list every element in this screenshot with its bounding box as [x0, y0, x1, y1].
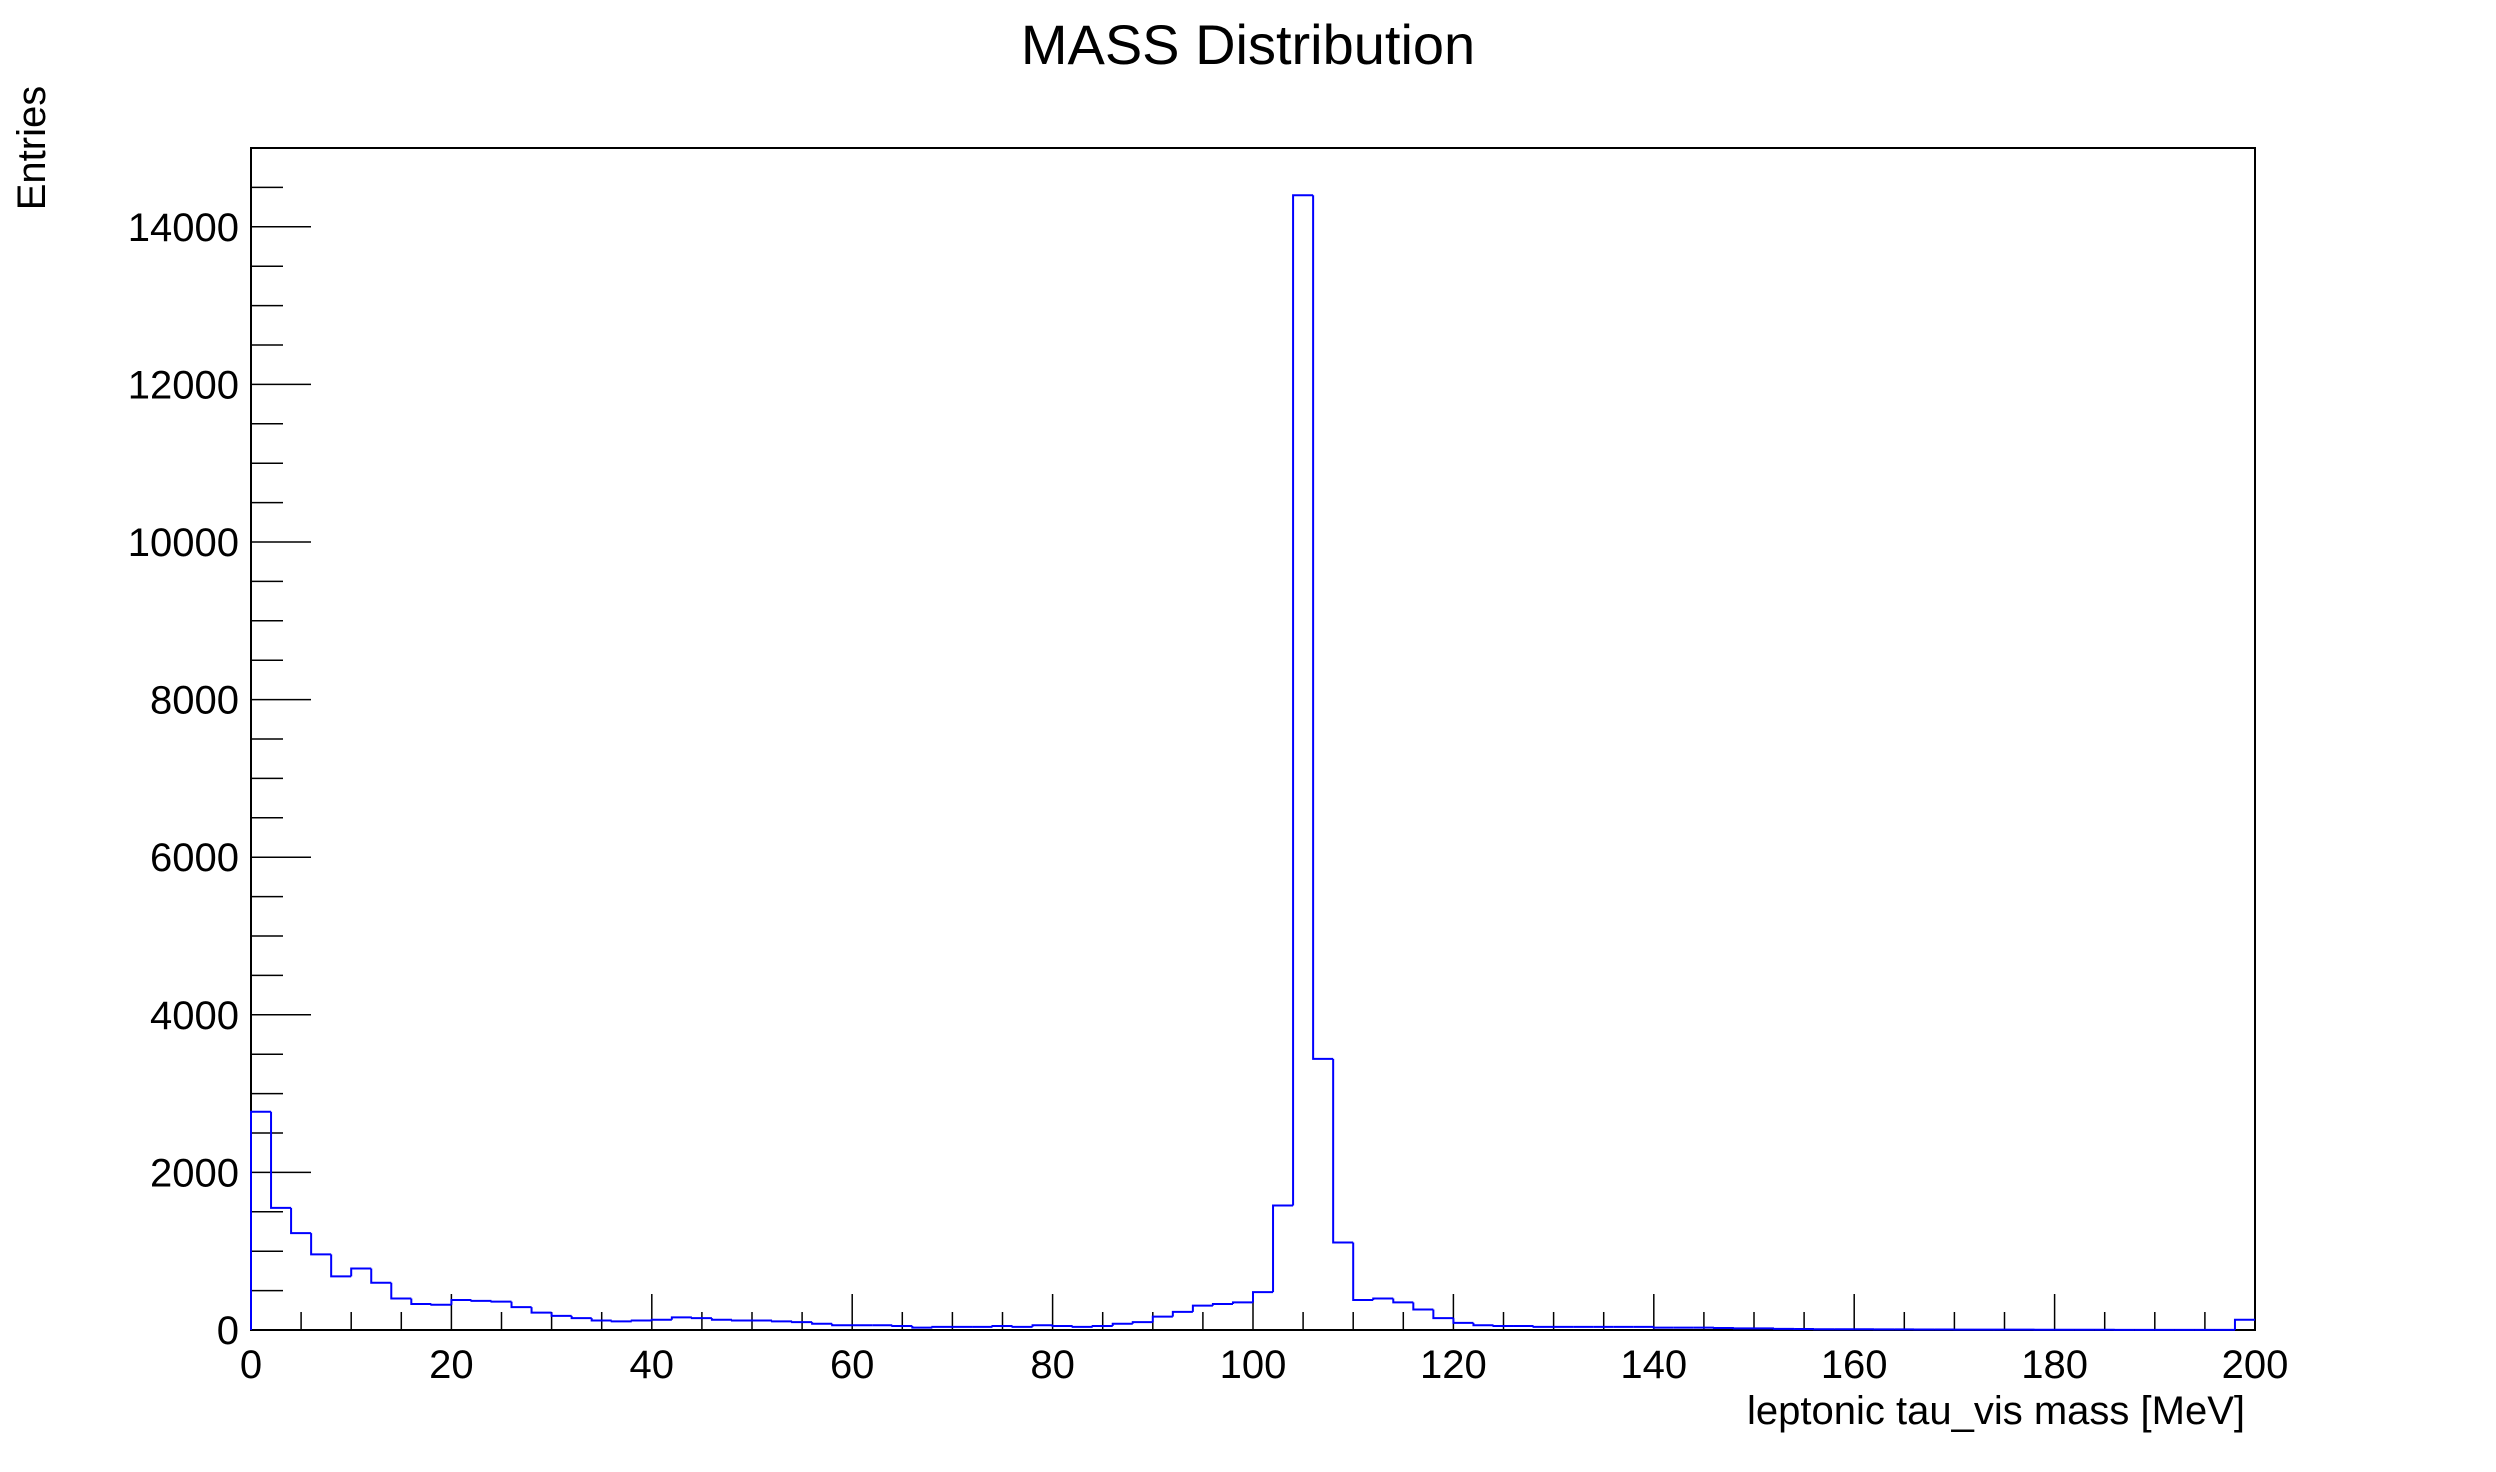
histogram-bin: [270, 1111, 292, 1209]
y-tick-label: 12000: [128, 363, 239, 407]
histogram-bin: [430, 1303, 452, 1306]
histogram-bins: [250, 194, 2255, 1331]
x-tick-label: 0: [240, 1343, 262, 1387]
histogram-bin: [670, 1316, 692, 1320]
x-tick-label: 160: [1821, 1343, 1888, 1387]
histogram-bin: [390, 1282, 412, 1300]
histogram-bin: [610, 1320, 632, 1323]
histogram-bin: [350, 1267, 372, 1277]
histogram-bin: [811, 1322, 833, 1325]
x-tick-label: 60: [830, 1343, 875, 1387]
histogram-bin: [630, 1319, 652, 1322]
histogram-bin: [1292, 194, 1314, 1206]
plot-frame: [250, 147, 2256, 1331]
x-tick-label: 100: [1220, 1343, 1287, 1387]
x-axis-tick-labels: 0 20 40 60 80 100 120 140 160 180 200: [240, 1343, 2289, 1387]
histogram-bin: [911, 1326, 933, 1329]
histogram-bin: [1352, 1242, 1374, 1302]
histogram-bin: [510, 1301, 532, 1309]
y-tick-label: 8000: [150, 679, 239, 723]
y-axis-label: Entries: [10, 86, 54, 211]
histogram-bin: [1211, 1303, 1233, 1306]
histogram-bin: [2233, 1318, 2255, 1330]
histogram-bin: [530, 1307, 552, 1314]
x-tick-label: 20: [429, 1343, 474, 1387]
y-axis-tick-labels: 0 2000 4000 6000 8000 10000 12000 14000: [128, 206, 239, 1353]
histogram-bin: [1171, 1310, 1193, 1317]
histogram-bin: [730, 1319, 752, 1322]
histogram-bin: [1252, 1291, 1274, 1303]
histogram-bin: [1432, 1309, 1454, 1320]
histogram-bin: [690, 1317, 712, 1320]
histogram-bin: [1472, 1322, 1494, 1327]
histogram-bin: [310, 1233, 332, 1256]
histogram-bin: [1332, 1058, 1354, 1244]
histogram-bin: [791, 1321, 813, 1324]
histogram-bin: [1051, 1325, 1073, 1328]
histogram-bin: [1071, 1325, 1093, 1328]
y-tick-label: 14000: [128, 206, 239, 250]
histogram-bin: [650, 1318, 672, 1321]
y-tick-label: 10000: [128, 521, 239, 565]
y-axis-ticks: [251, 147, 311, 1331]
histogram-bin: [250, 1110, 272, 1330]
histogram-bin: [1111, 1322, 1133, 1327]
histogram-bin: [831, 1323, 853, 1327]
chart-title: MASS Distribution: [1021, 13, 1475, 76]
histogram-bin: [410, 1298, 432, 1305]
histogram-bin: [710, 1318, 732, 1321]
histogram-bin: [931, 1325, 953, 1328]
x-tick-label: 200: [2222, 1343, 2289, 1387]
histogram-bin: [590, 1318, 612, 1322]
histogram-bin: [1151, 1315, 1173, 1323]
histogram-bin: [771, 1320, 793, 1323]
histogram-bin: [1131, 1321, 1153, 1324]
histogram-bin: [1272, 1204, 1294, 1293]
x-tick-label: 40: [630, 1343, 675, 1387]
histogram-bin: [1412, 1302, 1434, 1311]
histogram-bin: [991, 1325, 1013, 1328]
histogram-bin: [1191, 1304, 1213, 1312]
x-tick-label: 80: [1030, 1343, 1075, 1387]
y-tick-label: 4000: [150, 994, 239, 1038]
x-tick-label: 180: [2021, 1343, 2088, 1387]
histogram-bin: [1392, 1298, 1414, 1304]
histogram-bin: [290, 1207, 312, 1235]
histogram-bin: [1492, 1325, 1514, 1328]
histogram-bin: [450, 1299, 472, 1305]
histogram-bin: [330, 1254, 352, 1278]
histogram-bin: [470, 1299, 492, 1302]
histogram-bin: [1011, 1325, 1033, 1328]
histogram-bin: [891, 1325, 913, 1328]
y-tick-label: 2000: [150, 1151, 239, 1195]
histogram-bin: [1091, 1325, 1113, 1328]
histogram-bin: [490, 1300, 512, 1303]
histogram-bin: [550, 1312, 572, 1317]
histogram-bin: [1652, 1326, 1674, 1329]
histogram-bin: [1452, 1318, 1474, 1324]
histogram-bin: [1312, 195, 1334, 1060]
x-axis-label: leptonic tau_vis mass [MeV]: [1747, 1389, 2245, 1433]
histogram-bin: [370, 1268, 392, 1284]
histogram-bin: [1231, 1301, 1253, 1304]
histogram-bin: [1372, 1297, 1394, 1301]
y-tick-label: 0: [217, 1309, 239, 1353]
x-tick-label: 140: [1620, 1343, 1687, 1387]
histogram-bin: [1532, 1325, 1554, 1328]
histogram-bin: [570, 1315, 592, 1320]
x-tick-label: 120: [1420, 1343, 1487, 1387]
y-tick-label: 6000: [150, 836, 239, 880]
histogram-bin: [1031, 1324, 1053, 1327]
